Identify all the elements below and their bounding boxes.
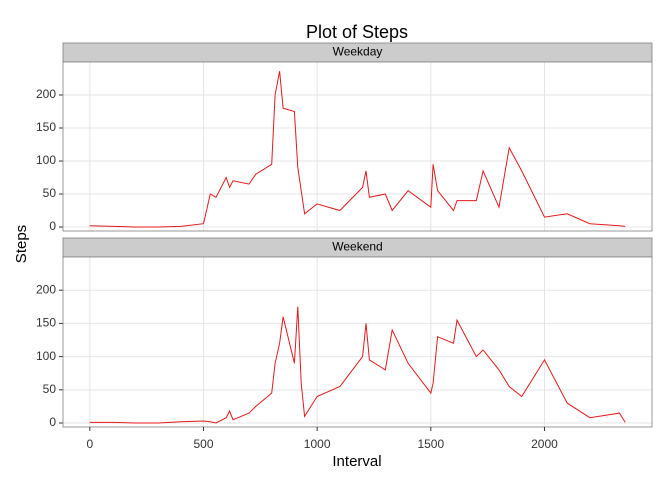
y-tick-label: 50: [43, 382, 57, 396]
line: [89, 71, 626, 228]
y-tick-label: 50: [43, 186, 57, 200]
strip-label: Weekday: [333, 45, 383, 59]
panel-border: [62, 61, 653, 232]
chart-title: Plot of Steps: [306, 22, 408, 42]
y-tick-label: 150: [36, 316, 56, 330]
line: [89, 306, 626, 424]
x-tick-label: 2000: [531, 437, 558, 451]
y-tick-label: 200: [36, 87, 56, 101]
x-tick-label: 0: [86, 437, 93, 451]
y-tick-label: 150: [36, 120, 56, 134]
y-tick-label: 0: [49, 219, 56, 233]
x-tick-label: 500: [193, 437, 213, 451]
x-axis-label: Interval: [332, 453, 381, 470]
y-tick-label: 100: [36, 153, 56, 167]
strip-label: Weekend: [332, 240, 382, 254]
y-axis-label: Steps: [13, 225, 30, 263]
panel-border: [62, 256, 653, 428]
y-tick-label: 100: [36, 349, 56, 363]
x-tick-label: 1500: [417, 437, 444, 451]
y-tick-label: 0: [49, 415, 56, 429]
y-tick-label: 200: [36, 282, 56, 296]
panel: [63, 62, 652, 231]
x-tick-label: 1000: [304, 437, 331, 451]
panel: [63, 257, 652, 427]
